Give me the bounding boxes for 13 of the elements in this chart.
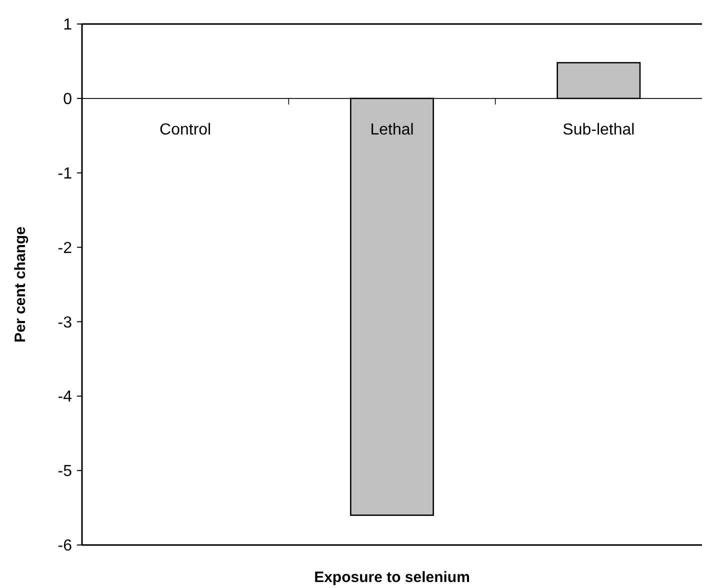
y-tick-label: -3	[58, 314, 72, 332]
x-tick-label: Sub-lethal	[562, 121, 635, 138]
x-tick-label: Control	[160, 121, 212, 138]
y-tick-label: -2	[58, 240, 72, 257]
y-tick-label: 1	[63, 16, 72, 34]
x-axis-title: Exposure to selenium	[314, 569, 470, 586]
y-tick-label: -1	[58, 165, 72, 182]
x-tick-label: Lethal	[370, 121, 414, 138]
y-tick-label: -4	[58, 388, 72, 406]
y-tick-label: 0	[63, 91, 72, 108]
y-tick-label: -6	[58, 538, 72, 555]
y-axis-title: Per cent change	[12, 226, 29, 342]
y-tick-label: -5	[58, 463, 72, 480]
